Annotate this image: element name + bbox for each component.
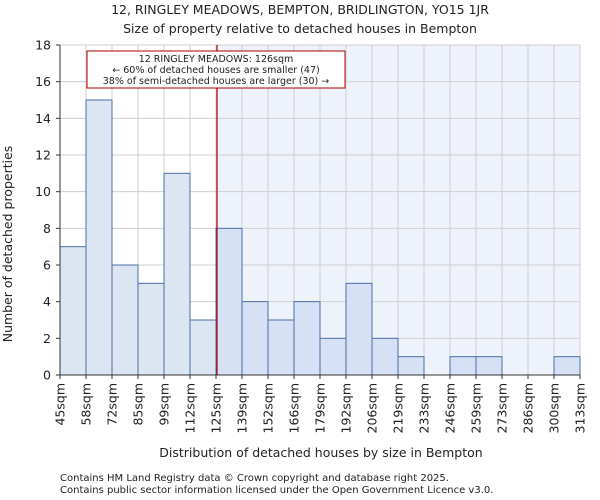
bar-0: [59, 246, 87, 376]
y-tick-label-4: 8: [43, 221, 51, 236]
y-tick-label-3: 6: [43, 258, 51, 273]
x-tick-label-13: 219sqm: [391, 383, 406, 433]
y-tick-label-1: 2: [43, 331, 51, 346]
x-tick-label-14: 233sqm: [417, 383, 432, 433]
x-tick-label-19: 300sqm: [547, 383, 562, 433]
y-tick-label-0: 0: [43, 368, 51, 383]
y-tick-label-9: 18: [35, 38, 51, 53]
bar-19: [553, 356, 581, 376]
x-tick-label-8: 152sqm: [261, 383, 276, 433]
annotation-line-1: 12 RINGLEY MEADOWS: 126sqm: [139, 54, 294, 65]
bar-5: [189, 319, 217, 376]
bar-6: [215, 227, 243, 376]
x-tick-label-4: 99sqm: [157, 383, 172, 426]
footer-line-2: Contains public sector information licen…: [60, 485, 493, 496]
x-tick-label-18: 286sqm: [521, 383, 536, 433]
bar-15: [449, 356, 477, 376]
bar-10: [319, 337, 347, 376]
y-tick-label-6: 12: [35, 148, 51, 163]
y-tick-label-5: 10: [35, 184, 51, 199]
x-tick-label-0: 45sqm: [53, 383, 68, 426]
x-tick-label-11: 192sqm: [339, 383, 354, 433]
x-tick-label-17: 273sqm: [495, 383, 510, 433]
x-tick-label-15: 246sqm: [443, 383, 458, 433]
bar-16: [475, 356, 503, 376]
x-tick-label-3: 85sqm: [131, 383, 146, 426]
annotation-line-2: ← 60% of detached houses are smaller (47…: [112, 65, 319, 76]
x-tick-label-2: 72sqm: [105, 383, 120, 426]
x-tick-label-12: 206sqm: [365, 383, 380, 433]
annotation-line-3: 38% of semi-detached houses are larger (…: [103, 76, 330, 87]
y-tick-label-7: 14: [35, 111, 51, 126]
y-tick-label-2: 4: [43, 294, 51, 309]
bar-8: [267, 319, 295, 376]
bar-4: [163, 172, 191, 376]
bar-1: [85, 99, 113, 376]
x-tick-label-7: 139sqm: [235, 383, 250, 433]
x-tick-label-10: 179sqm: [313, 383, 328, 433]
chart-subtitle: Size of property relative to detached ho…: [123, 21, 477, 36]
y-tick-label-8: 16: [35, 74, 51, 89]
x-tick-label-5: 112sqm: [183, 383, 198, 433]
bar-9: [293, 301, 321, 376]
bar-12: [371, 337, 399, 376]
bar-2: [111, 264, 139, 376]
bar-3: [137, 282, 165, 376]
x-tick-label-16: 259sqm: [469, 383, 484, 433]
x-tick-label-9: 166sqm: [287, 383, 302, 433]
x-tick-label-6: 125sqm: [209, 383, 224, 433]
bar-13: [397, 356, 425, 376]
bar-11: [345, 282, 373, 376]
x-tick-label-20: 313sqm: [573, 383, 588, 433]
bar-7: [241, 301, 269, 376]
y-axis-label: Number of detached properties: [0, 146, 15, 343]
x-axis-label: Distribution of detached houses by size …: [159, 445, 482, 460]
chart-title: 12, RINGLEY MEADOWS, BEMPTON, BRIDLINGTO…: [111, 2, 489, 17]
footer-line-1: Contains HM Land Registry data © Crown c…: [60, 473, 449, 484]
x-tick-label-1: 58sqm: [79, 383, 94, 426]
annotation-box: 12 RINGLEY MEADOWS: 126sqm ← 60% of deta…: [86, 50, 346, 89]
